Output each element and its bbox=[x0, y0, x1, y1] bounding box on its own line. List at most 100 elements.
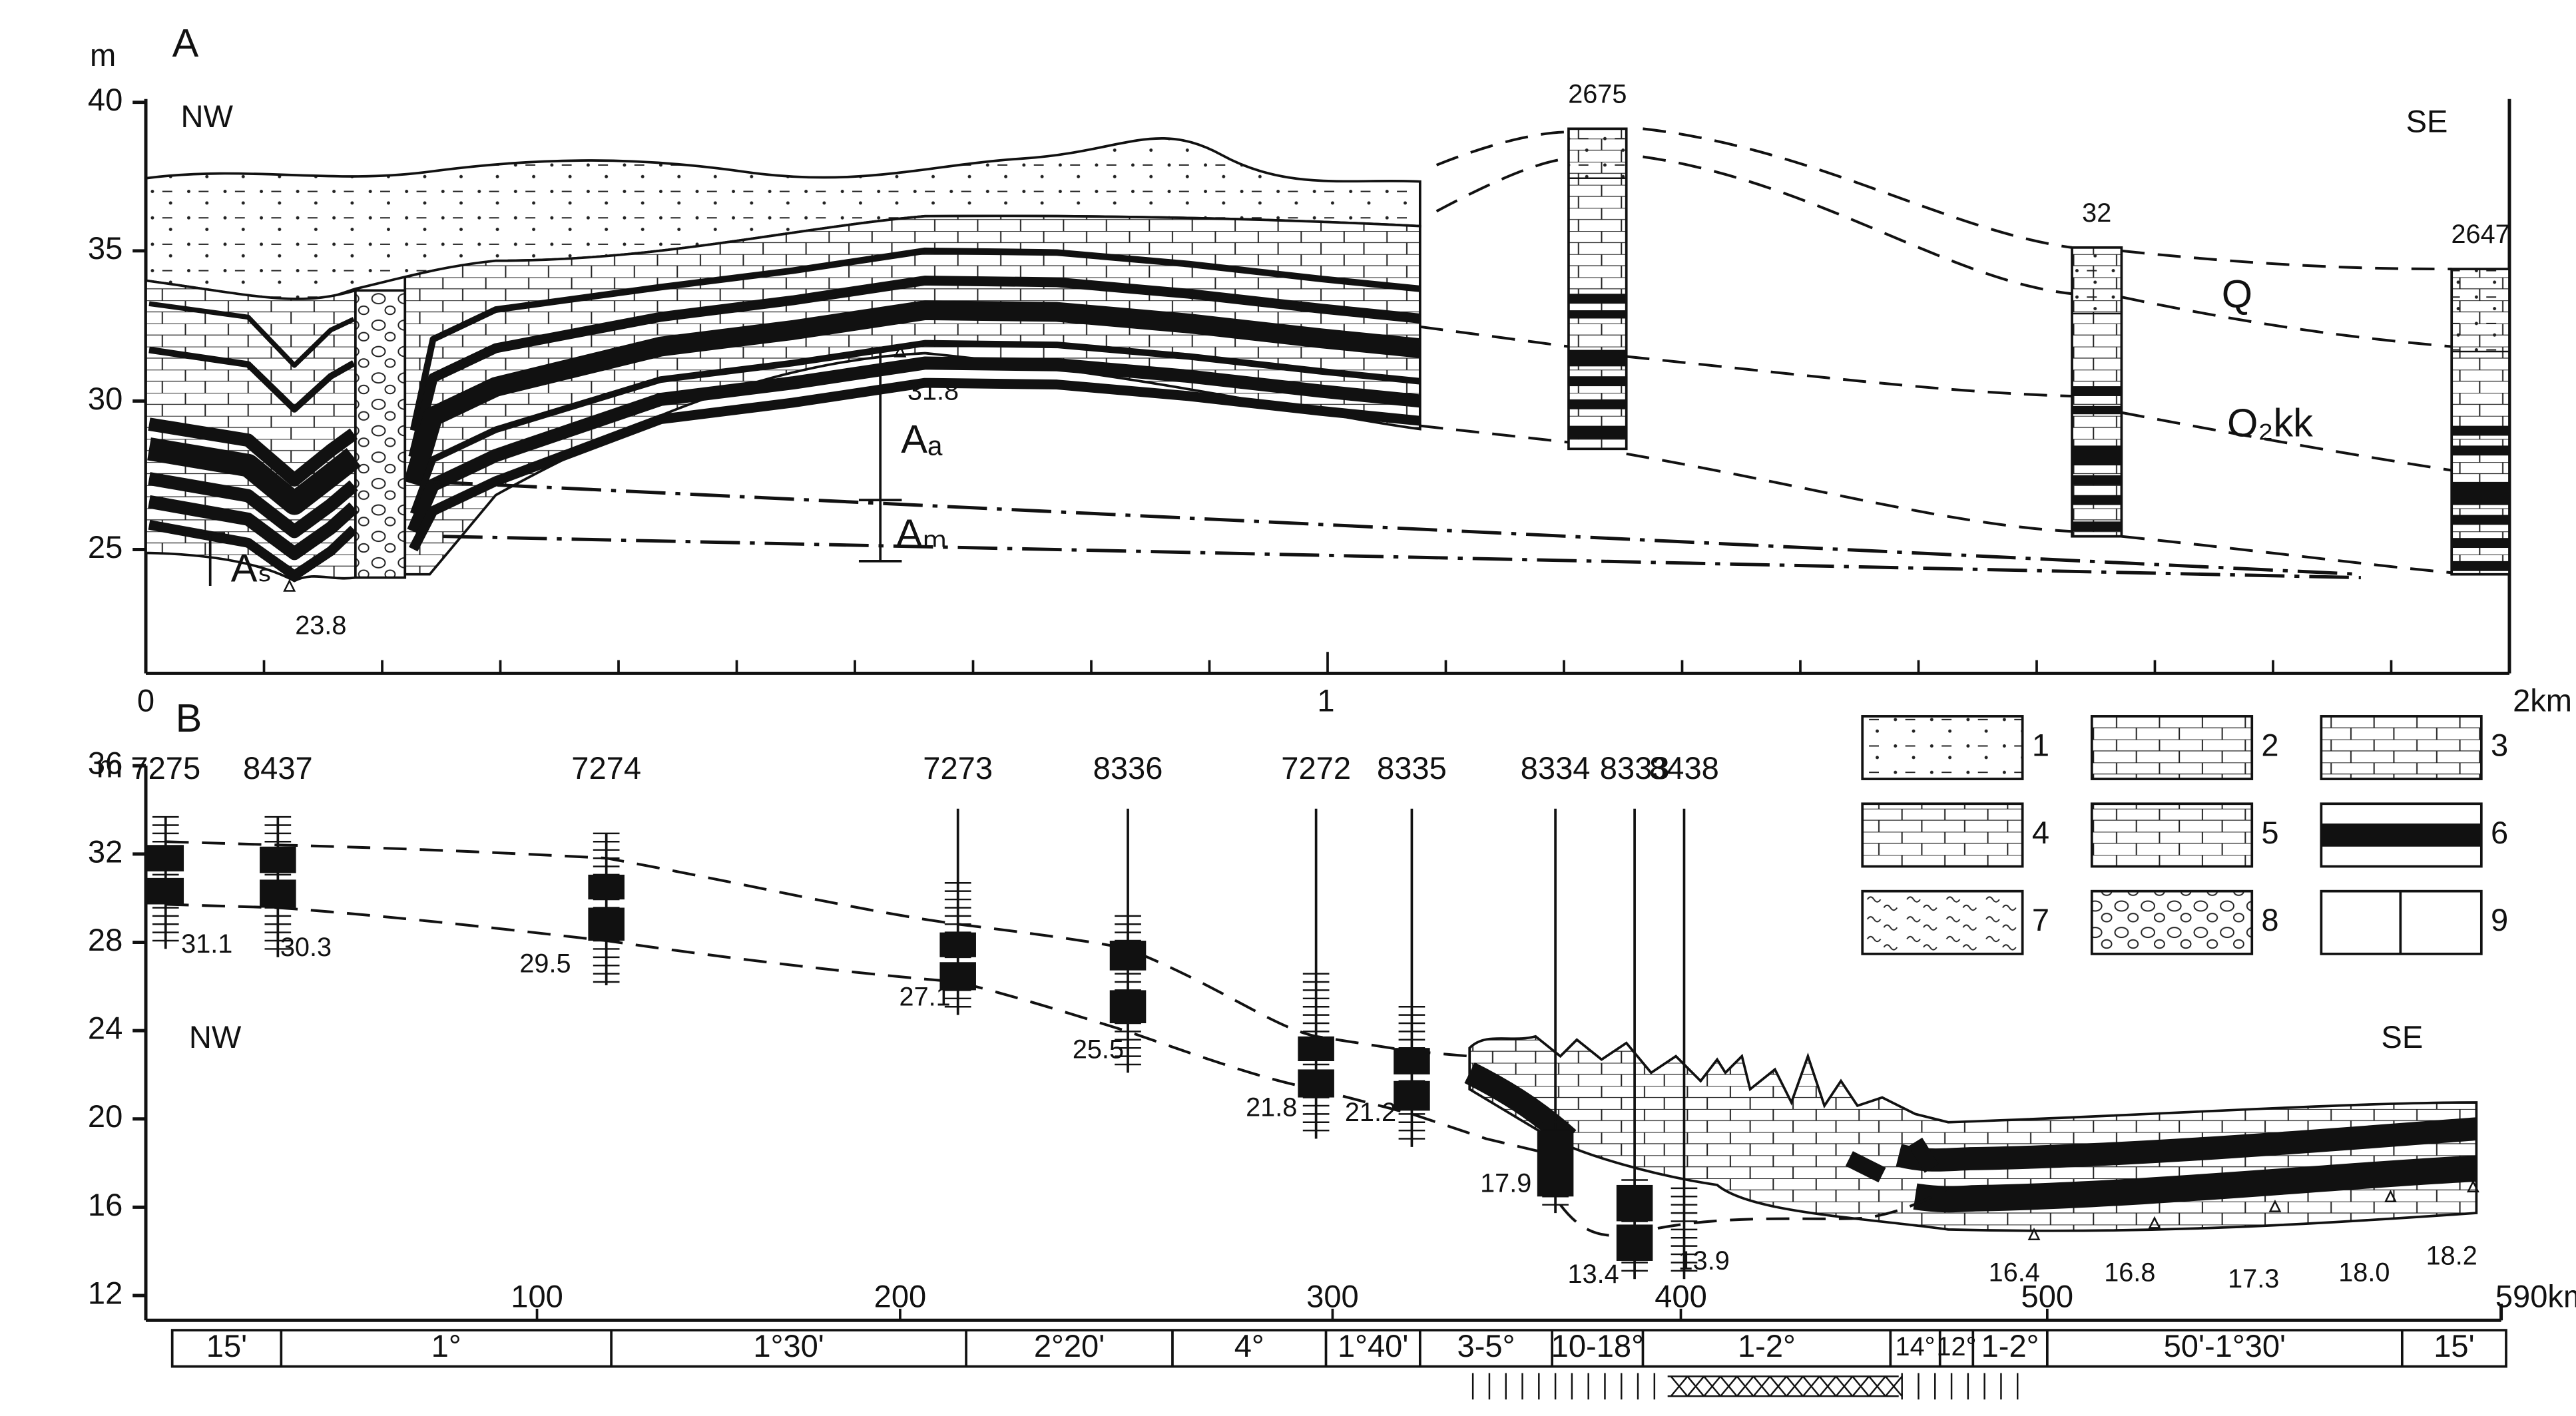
y-tick-label: 28 bbox=[88, 922, 123, 957]
x-tick-label: 300 bbox=[1306, 1278, 1359, 1313]
legend-label: 7 bbox=[2032, 902, 2049, 937]
coal-band bbox=[588, 907, 625, 941]
hatch bbox=[1818, 1375, 1837, 1397]
y-tick-label: 30 bbox=[88, 381, 123, 416]
coal-band bbox=[148, 495, 359, 561]
marker bbox=[283, 344, 907, 592]
well-label: 7275 bbox=[130, 750, 200, 786]
coal-band bbox=[1394, 1048, 1430, 1074]
marker bbox=[2027, 1228, 2041, 1240]
legend-swatch bbox=[2090, 715, 2254, 780]
hatch bbox=[1835, 1375, 1854, 1397]
formation-label: O₂kk bbox=[2227, 400, 2313, 445]
elevation-label: 18.2 bbox=[2426, 1241, 2477, 1270]
coal-band bbox=[1896, 1117, 2477, 1172]
coal-band bbox=[1298, 1036, 1334, 1062]
interval-label: Aₐ bbox=[901, 417, 943, 461]
well-label: 7272 bbox=[1281, 750, 1351, 786]
axis-unit: m bbox=[90, 37, 116, 73]
y-tick-label: 40 bbox=[88, 82, 123, 117]
elevation-label: 25.5 bbox=[1073, 1035, 1124, 1064]
dip-label: 2°20' bbox=[1034, 1328, 1105, 1363]
axis-unit: m bbox=[97, 749, 123, 784]
hatch bbox=[1703, 1375, 1721, 1397]
well-label: 8334 bbox=[1521, 750, 1591, 786]
marker bbox=[2466, 1180, 2479, 1193]
elevation-label: 16.4 bbox=[1989, 1258, 2040, 1287]
coal-band bbox=[260, 879, 296, 908]
coal-band bbox=[2072, 386, 2122, 396]
coal-band bbox=[1568, 350, 1627, 367]
elevation-label: 29.5 bbox=[519, 949, 571, 979]
correlation bbox=[165, 903, 1556, 1157]
coal-band bbox=[2072, 521, 2122, 532]
coal-band bbox=[403, 300, 1421, 487]
legend-label: 8 bbox=[2261, 902, 2278, 937]
well-cover bbox=[2450, 268, 2511, 353]
coal-band bbox=[408, 275, 1421, 459]
interval-label: Aₛ bbox=[231, 545, 272, 590]
coal-band bbox=[260, 846, 296, 873]
coal-band bbox=[2451, 515, 2509, 525]
well-label: 7274 bbox=[571, 750, 641, 786]
hatch bbox=[1868, 1375, 1886, 1397]
y-tick-label: 36 bbox=[88, 746, 123, 781]
dip-label: 1-2° bbox=[1981, 1328, 2039, 1363]
coal-band bbox=[2451, 445, 2509, 456]
legend-swatch bbox=[2320, 715, 2483, 780]
coal-band bbox=[2072, 475, 2122, 485]
well-cover bbox=[1567, 128, 1627, 179]
limestone bbox=[403, 214, 1421, 576]
y-tick-label: 20 bbox=[88, 1098, 123, 1134]
coal-band bbox=[148, 301, 355, 368]
well-label: 2675 bbox=[1568, 79, 1627, 109]
well-label: 7273 bbox=[923, 750, 993, 786]
coal-band bbox=[2072, 445, 2122, 466]
horizon bbox=[443, 535, 2361, 580]
coal-band bbox=[1464, 1062, 1577, 1148]
elevation-label: 30.3 bbox=[280, 933, 332, 962]
breccia bbox=[354, 289, 407, 579]
correlation bbox=[1643, 155, 2452, 348]
coal-band bbox=[148, 346, 356, 413]
x-tick-label: 0 bbox=[137, 683, 154, 718]
legend-label: 5 bbox=[2261, 815, 2278, 850]
hatch bbox=[1884, 1375, 1903, 1397]
legend-label: 1 bbox=[2032, 727, 2049, 762]
x-tick-label: 100 bbox=[511, 1278, 563, 1313]
direction-label: SE bbox=[2406, 103, 2448, 138]
dip-label: 4° bbox=[1234, 1328, 1264, 1363]
coal-band bbox=[1568, 294, 1627, 304]
coal-band bbox=[1568, 425, 1627, 439]
dip-label: 14° bbox=[1896, 1332, 1935, 1361]
well-label: 8335 bbox=[1377, 750, 1447, 786]
legend-coal bbox=[2321, 824, 2481, 847]
hatch bbox=[1720, 1375, 1738, 1397]
coal-band bbox=[1913, 1155, 2477, 1213]
correlation bbox=[1435, 157, 1569, 213]
legend-label: 6 bbox=[2491, 815, 2508, 850]
well-label: 2647 bbox=[2451, 220, 2509, 249]
direction-label: NW bbox=[189, 1019, 242, 1055]
x-tick-label: 400 bbox=[1655, 1278, 1707, 1313]
x-tick-label: 2km bbox=[2513, 683, 2572, 718]
coal-band bbox=[1109, 941, 1147, 971]
legend-swatch bbox=[1861, 889, 2024, 955]
well-column bbox=[1567, 127, 1628, 451]
elevation-label: 18.0 bbox=[2338, 1258, 2390, 1287]
elevation-label: 27.1 bbox=[900, 982, 951, 1011]
coal-band bbox=[1298, 1069, 1334, 1098]
hatch bbox=[1802, 1375, 1820, 1397]
coal-band bbox=[1845, 1137, 1939, 1183]
coal-band bbox=[409, 377, 1421, 552]
dip-label: 3-5° bbox=[1457, 1328, 1515, 1363]
hatch bbox=[1752, 1375, 1771, 1397]
legend-label: 2 bbox=[2261, 727, 2278, 762]
legend-swatch bbox=[1861, 715, 2024, 780]
legend-label: 4 bbox=[2032, 815, 2049, 850]
coal-band bbox=[409, 247, 1421, 431]
coal-band bbox=[147, 437, 362, 515]
interval-label: Aₘ bbox=[896, 511, 947, 555]
